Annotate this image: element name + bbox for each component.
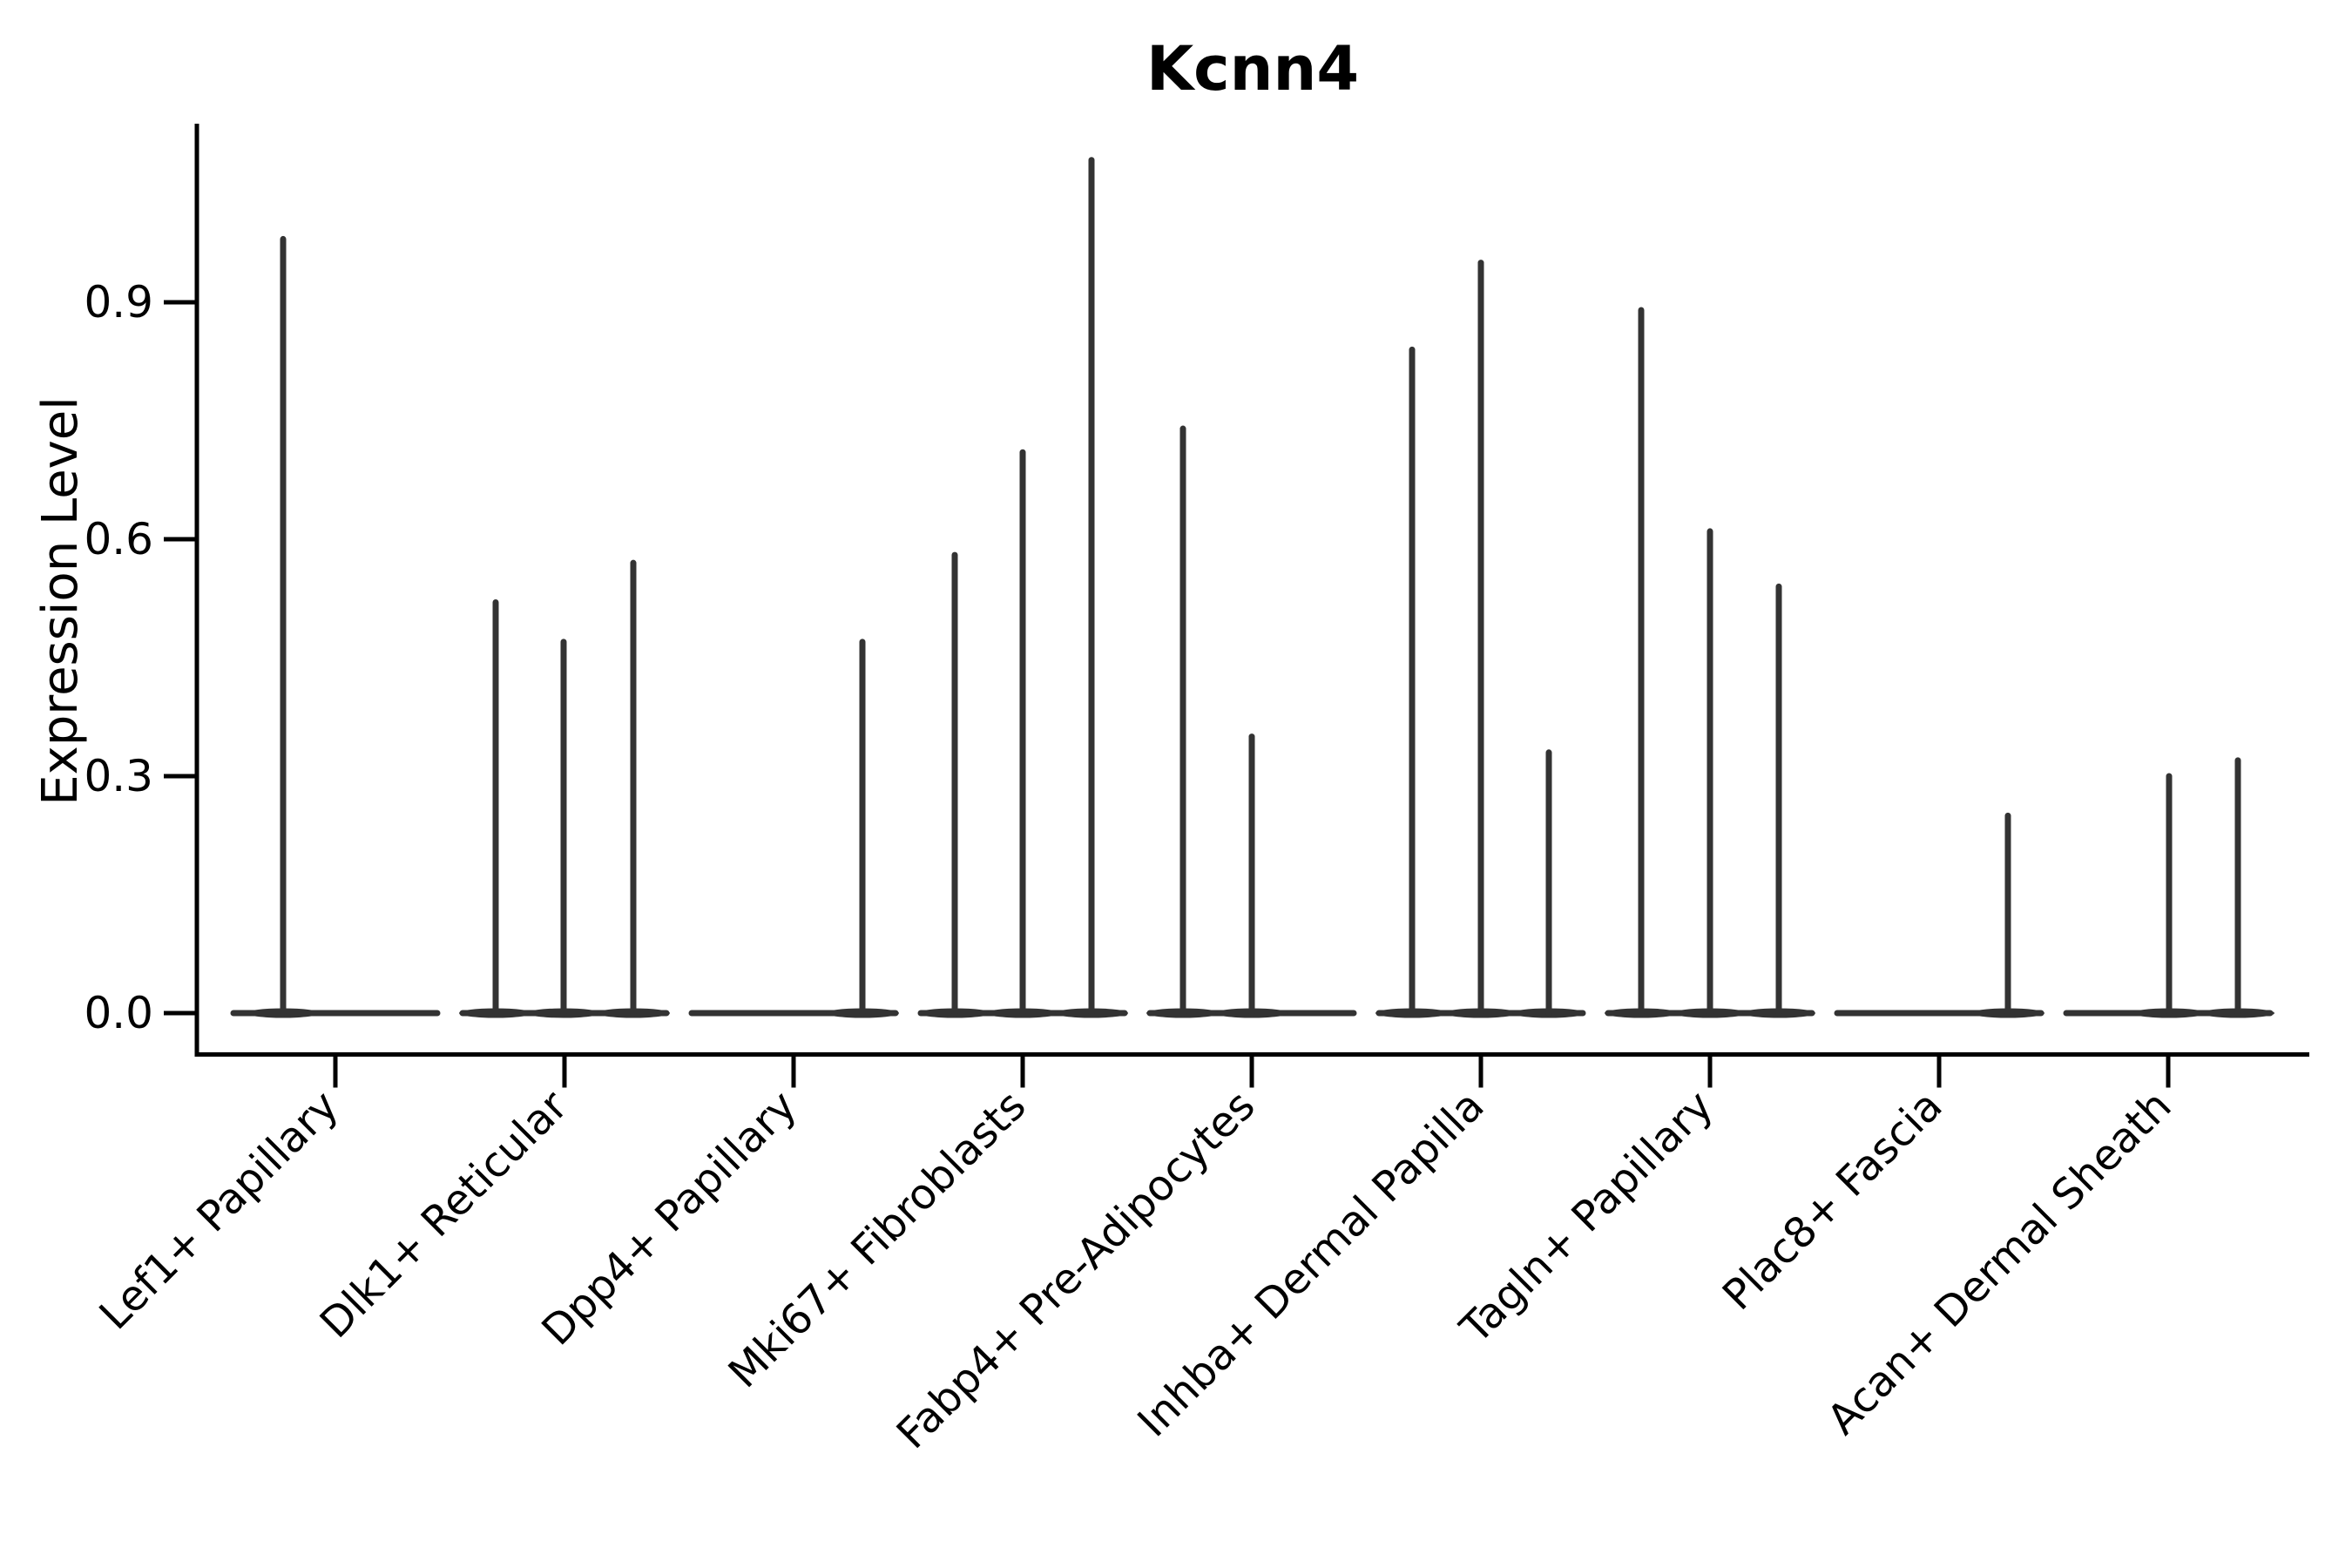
x-category-label: Dlk1+ Reticular	[311, 1081, 578, 1348]
violin-group	[917, 157, 1128, 1018]
y-tick-label: 0.3	[84, 751, 153, 801]
y-axis-title: Expression Level	[32, 396, 89, 806]
violin-group	[1375, 260, 1586, 1018]
x-category-label: Dpp4+ Papillary	[532, 1081, 806, 1355]
axis-spine	[194, 124, 2309, 1057]
x-category-label: Tagln+ Papillary	[1450, 1081, 1722, 1353]
violin-group	[1146, 425, 1357, 1018]
x-category-label: Plac8+ Fascia	[1713, 1081, 1952, 1320]
y-tick-label: 0.9	[84, 277, 153, 328]
y-tick-label: 0.0	[84, 988, 153, 1038]
violin-group	[1605, 307, 1815, 1018]
violin-group	[230, 235, 441, 1018]
x-category-label: Lef1+ Papillary	[91, 1081, 348, 1339]
violin-series	[230, 157, 2274, 1018]
y-tick-label: 0.6	[84, 514, 153, 564]
violin-group	[688, 639, 899, 1018]
y-axis: 0.0 0.3 0.6 0.9	[84, 277, 197, 1038]
violin-group	[459, 559, 670, 1018]
violin-group	[2063, 757, 2274, 1018]
axes-spines	[194, 124, 2309, 1057]
chart-title: Kcnn4	[1146, 33, 1359, 105]
violin-group	[1834, 812, 2044, 1018]
